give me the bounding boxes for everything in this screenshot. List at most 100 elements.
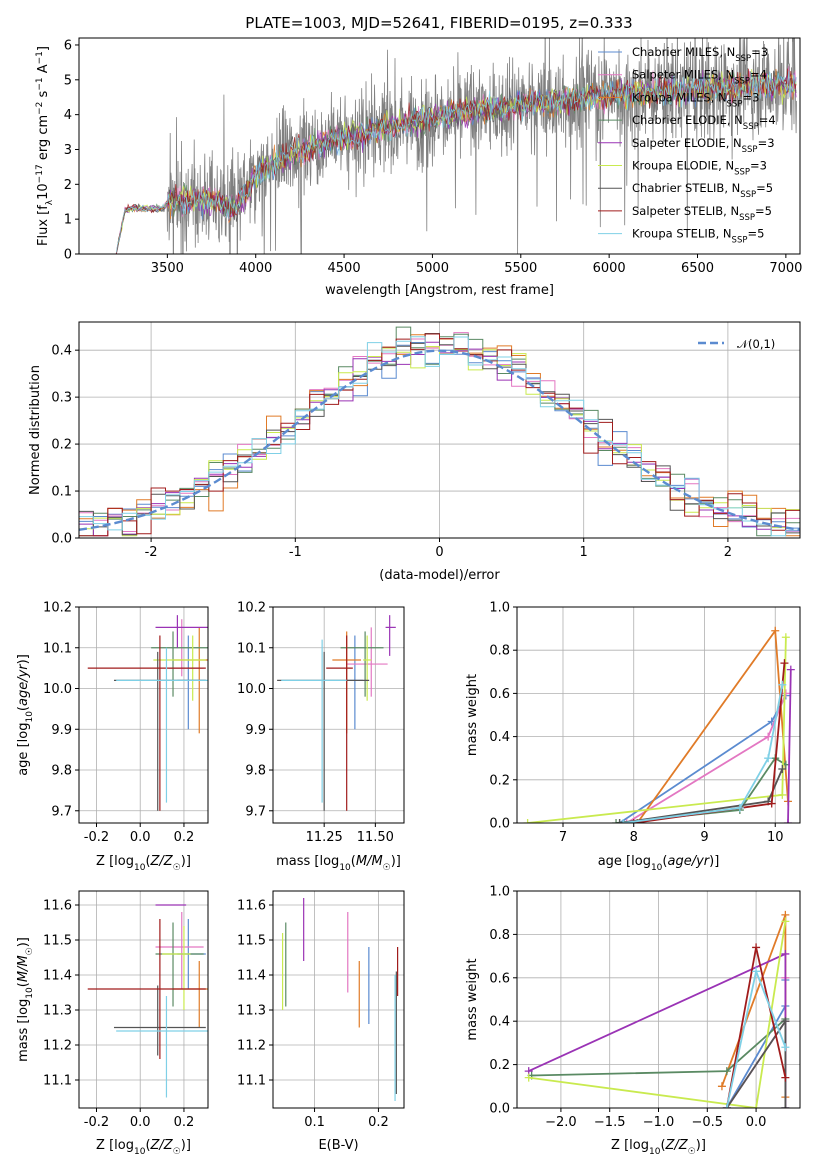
x-tick-label: 7000: [769, 261, 802, 276]
y-axis-label: Normed distribution: [28, 365, 43, 495]
y-tick-label: 0.6: [489, 687, 510, 702]
x-tick-label: -0.2: [84, 1115, 109, 1130]
weight-marker-c6: [523, 819, 532, 823]
x-tick-label: 0.0: [130, 1115, 151, 1130]
histogram-c9: [79, 336, 800, 538]
y-tick-label: 11.1: [237, 1074, 266, 1089]
weight-marker-c7: [615, 819, 624, 823]
legend-entry: Kroupa MILES, NSSP=3: [632, 90, 759, 109]
x-tick-label: -2: [145, 545, 158, 560]
axes-frame: [78, 890, 209, 1109]
plot-area-age_vs_mass: [277, 615, 396, 811]
figure-title: PLATE=1003, MJD=52641, FIBERID=0195, z=0…: [245, 14, 632, 32]
y-tick-label: 11.3: [43, 1004, 72, 1019]
x-tick-label: 0.2: [174, 830, 195, 845]
weight-marker-c3: [717, 1082, 726, 1091]
weight-marker-c7: [781, 1017, 790, 1026]
y-tick-label: 9.8: [51, 764, 72, 779]
y-tick-label: 1.0: [489, 885, 510, 900]
x-tick-label: 7: [559, 830, 567, 845]
y-tick-label: 0.3: [51, 391, 72, 406]
weight-marker-c9: [735, 803, 744, 812]
legend: Chabrier MILES, NSSP=3 Salpeter MILES, NS…: [598, 45, 776, 246]
weight-marker-c7: [781, 1104, 790, 1108]
axes-frame: [78, 606, 209, 824]
weight-marker-c3: [771, 626, 780, 635]
x-tick-label: −2.0: [545, 1115, 577, 1130]
y-axis-label: mass [log10(M/M☉)]: [16, 937, 35, 1062]
x-tick-label: 6500: [681, 261, 714, 276]
x-tick-label: 0.2: [368, 1115, 389, 1130]
axes-mass_vs_Z: -0.2 0.0 0.2 11.1 11.2 11.3 11.4 11.5 11.6 Z [log…: [16, 890, 209, 1157]
weight-marker-c6: [781, 633, 790, 642]
x-tick-label: 4000: [239, 261, 272, 276]
weight-line-c5: [528, 952, 787, 1108]
x-tick-label: 0.2: [174, 1115, 195, 1130]
x-tick-label: −0.5: [692, 1115, 724, 1130]
plot-area-age_vs_Z: [87, 615, 208, 811]
y-axis-label: Flux [fλ10−17 erg cm−2 s−1 A−1]: [35, 46, 55, 246]
axes-age_vs_Z: -0.2 0.0 0.2 9.7 9.8 9.9 10.0 10.1 10.2 Z [log10(…: [16, 601, 209, 873]
weight-marker-c8: [629, 819, 638, 823]
y-tick-label: 10.0: [237, 682, 266, 697]
weight-marker-c6: [524, 1073, 533, 1082]
x-tick-label: 11.25: [306, 830, 343, 845]
axes-frame: [516, 890, 801, 1109]
y-tick-label: 0.4: [51, 344, 72, 359]
weight-marker-c9: [778, 680, 787, 689]
x-tick-label: 5500: [504, 261, 537, 276]
weight-line-c5: [787, 669, 792, 823]
x-tick-label: 4500: [328, 261, 361, 276]
x-axis-label: wavelength [Angstrom, rest frame]: [325, 283, 554, 298]
weight-marker-c5: [783, 819, 792, 823]
y-tick-label: 11.3: [237, 1004, 266, 1019]
x-tick-label: 10: [767, 830, 784, 845]
weight-marker-c8: [767, 799, 776, 808]
histogram-c8: [79, 333, 800, 538]
weight-marker-c4: [612, 819, 621, 823]
y-tick-label: 10.0: [43, 682, 72, 697]
y-tick-label: 10.2: [43, 601, 72, 616]
x-axis-label: E(B-V): [318, 1138, 358, 1153]
x-tick-label: 8: [630, 830, 638, 845]
x-tick-label: 9: [700, 830, 708, 845]
y-tick-label: 11.6: [43, 899, 72, 914]
y-tick-label: 11.4: [43, 969, 72, 984]
x-tick-label: −1.5: [594, 1115, 626, 1130]
y-tick-label: 11.2: [43, 1039, 72, 1054]
y-tick-label: 0.0: [51, 532, 72, 547]
x-tick-label: 6000: [593, 261, 626, 276]
y-tick-label: 3: [64, 143, 72, 158]
plot-area-spectrum: [115, 38, 797, 254]
y-tick-label: 4: [64, 108, 72, 123]
axes-frame: [272, 606, 405, 824]
weight-marker-c9: [619, 819, 628, 823]
y-tick-label: 0.8: [489, 644, 510, 659]
x-tick-label: 0.1: [304, 1115, 325, 1130]
axes-spectrum: 3500 4000 4500 5000 5500 6000 6500 7000 0 1 2 3 4 5 6 w…: [35, 37, 802, 298]
plot-area-mass_vs_EBV: [281, 898, 399, 1101]
plot-area-residuals: [79, 326, 800, 538]
y-tick-label: 1.0: [489, 601, 510, 616]
weight-marker-c8: [780, 659, 789, 668]
y-tick-label: 11.5: [43, 934, 72, 949]
y-tick-label: 6: [64, 38, 72, 53]
y-tick-label: 0.2: [489, 1058, 510, 1073]
axes-frame: [78, 321, 801, 539]
x-tick-label: -1: [289, 545, 302, 560]
y-tick-label: 9.8: [245, 764, 266, 779]
x-tick-label: 0.0: [130, 830, 151, 845]
x-axis-label: Z [log10(Z/Z☉)]: [96, 1138, 191, 1157]
axes-residuals: -2 -1 0 1 2 0.0 0.1 0.2 0.3 0.4 (data-model)/error…: [28, 321, 801, 583]
weight-marker-c9: [764, 754, 773, 763]
y-tick-label: 9.9: [51, 723, 72, 738]
x-tick-label: 0: [435, 545, 443, 560]
legend-entry: Chabrier MILES, NSSP=3: [632, 45, 768, 64]
weight-line-c9: [622, 684, 784, 823]
axes-frame: [516, 606, 801, 824]
weight-marker-c6: [778, 790, 787, 799]
axes-frame: [272, 890, 405, 1109]
weight-marker-c9: [752, 967, 761, 976]
x-tick-label: 2: [724, 545, 732, 560]
weight-marker-c8: [752, 943, 761, 952]
